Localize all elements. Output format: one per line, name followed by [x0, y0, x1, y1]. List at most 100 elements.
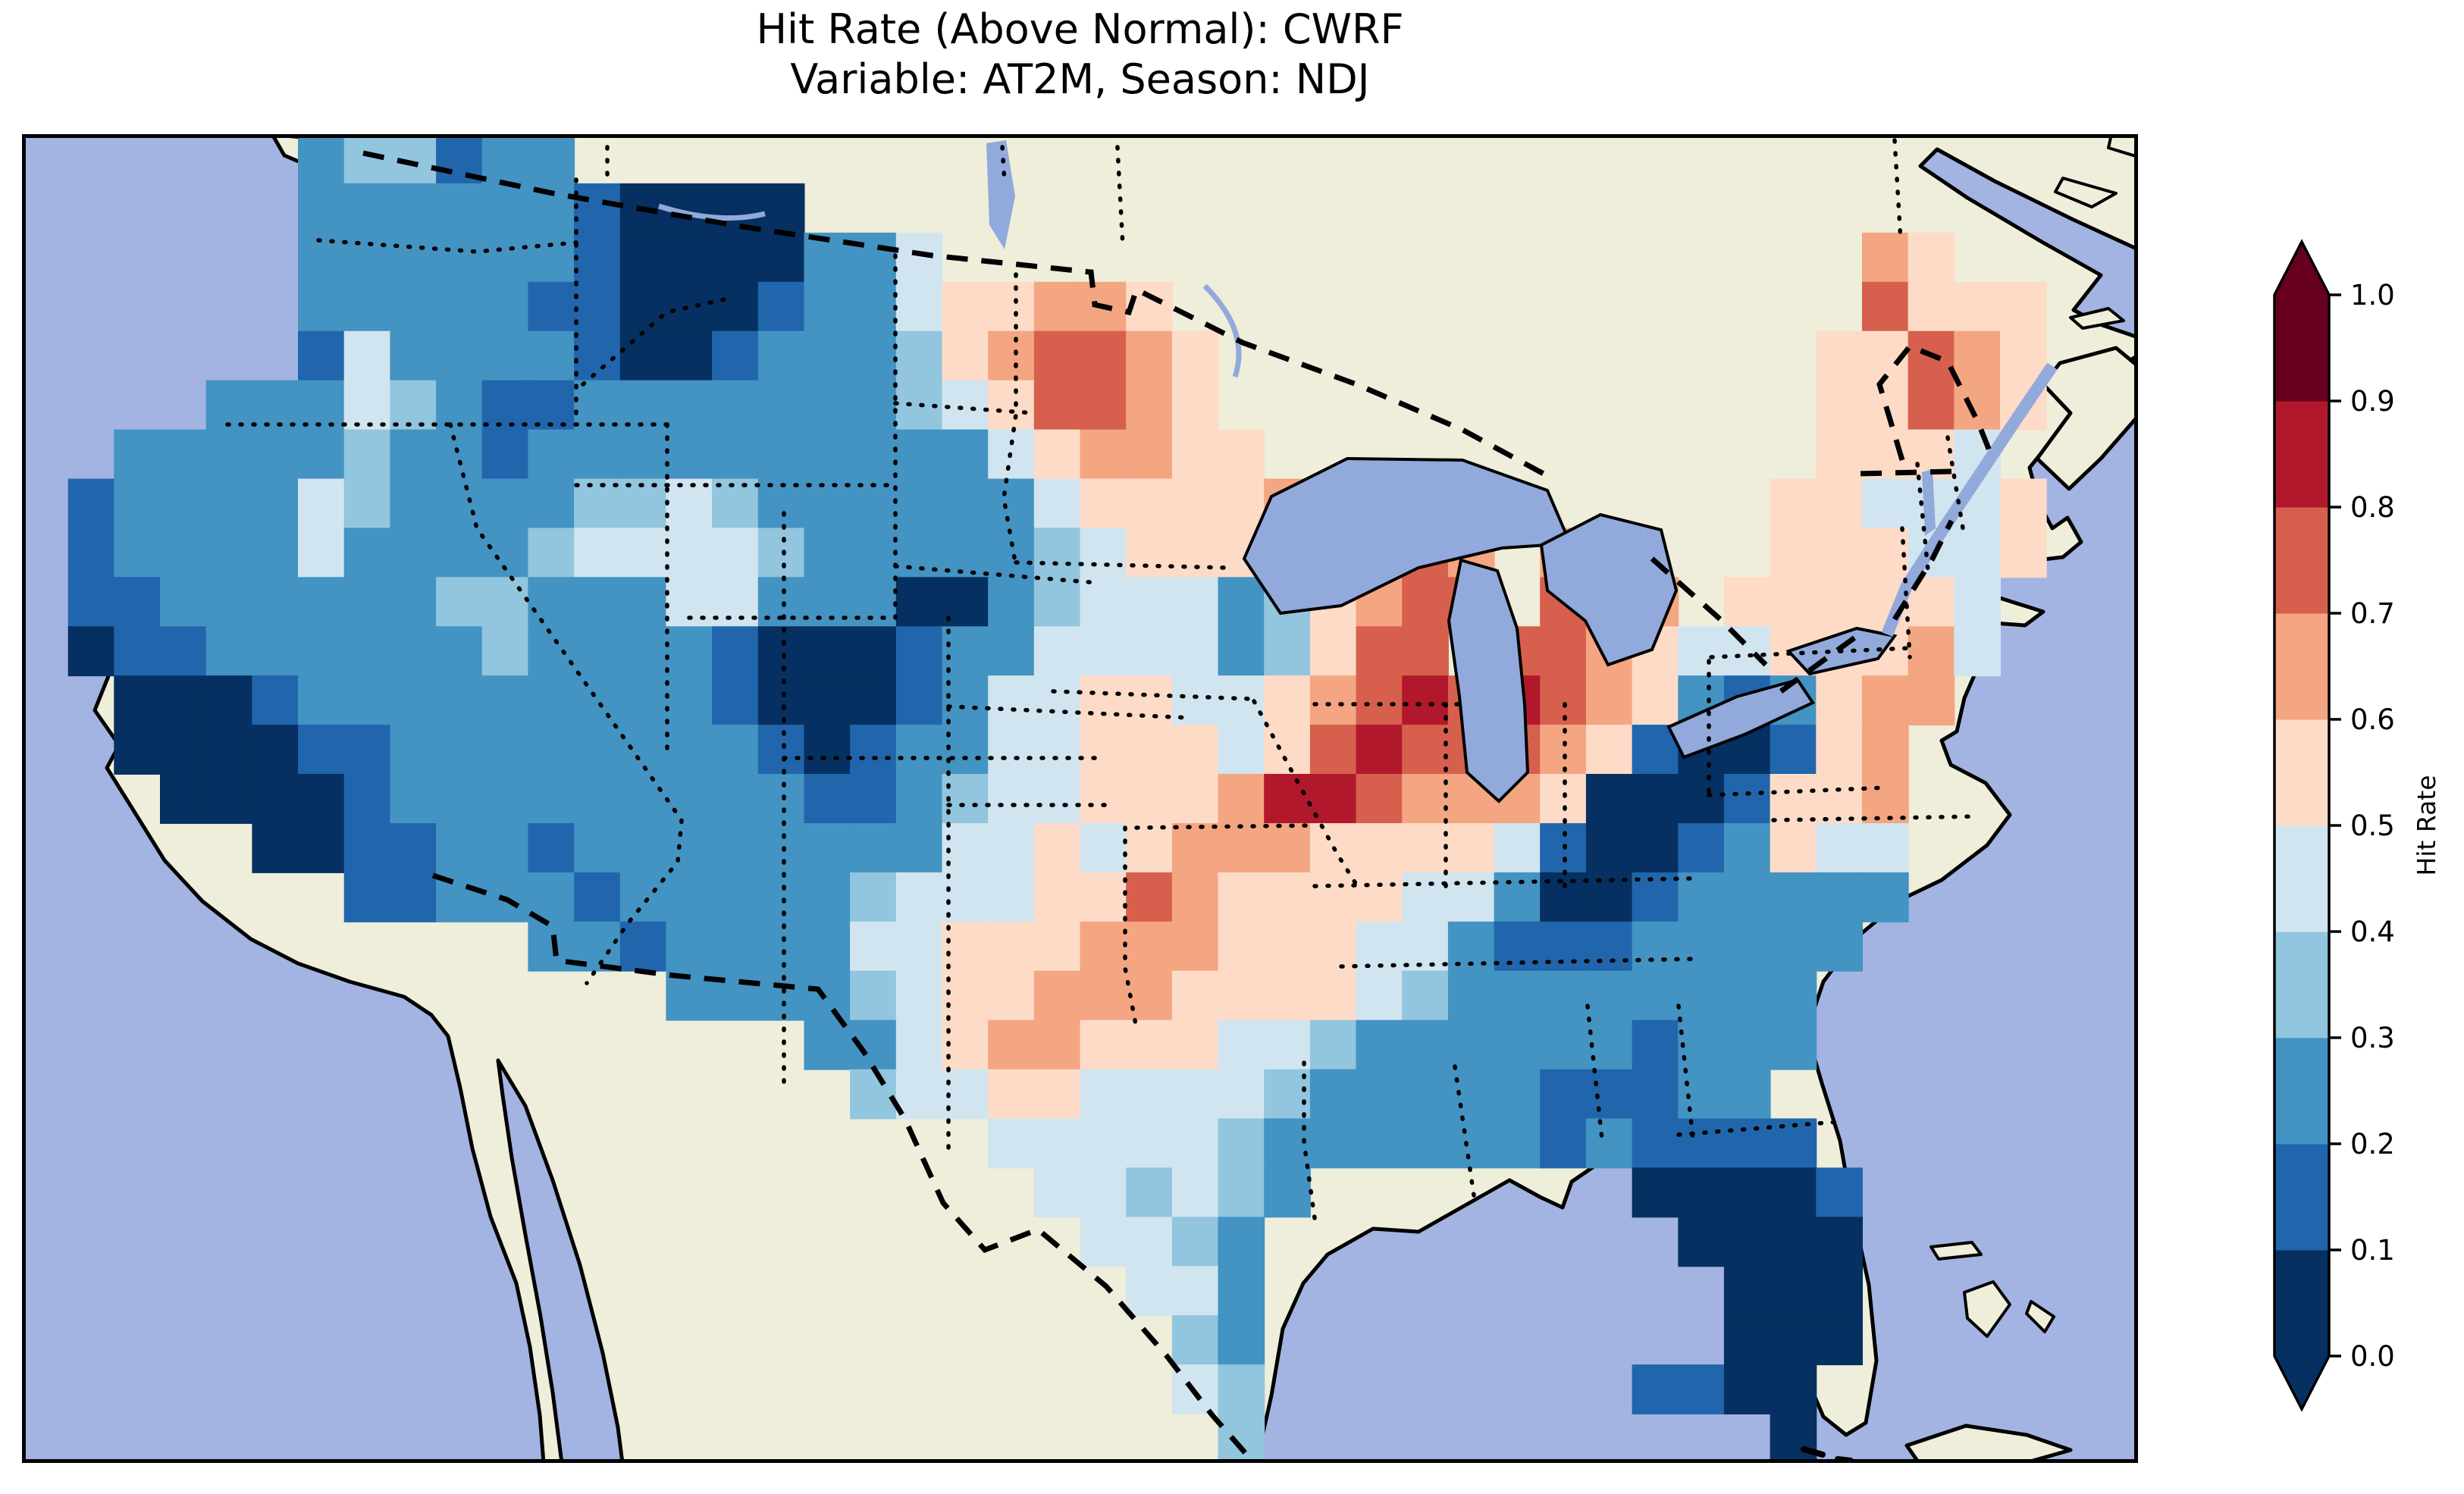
- map-frame: [22, 134, 2138, 1463]
- state-border: [1123, 825, 1139, 1031]
- hit-rate-cell: [528, 478, 575, 529]
- hit-rate-cell: [666, 774, 713, 824]
- hit-rate-cell: [1494, 1069, 1541, 1120]
- hit-rate-cell: [1080, 725, 1127, 775]
- hit-rate-cell: [1632, 1364, 1679, 1414]
- hit-rate-cell: [666, 921, 713, 972]
- hit-rate-cell: [205, 429, 253, 480]
- hit-rate-cell: [1770, 1167, 1817, 1218]
- state-border: [1002, 272, 1018, 568]
- hit-rate-cell: [205, 675, 253, 726]
- hit-rate-cell: [528, 725, 575, 775]
- hit-rate-cell: [1356, 823, 1403, 873]
- hit-rate-cell: [1908, 626, 1955, 677]
- hit-rate-cell: [1218, 872, 1265, 922]
- hit-rate-cell: [1954, 380, 2001, 431]
- hit-rate-cell: [1816, 872, 1863, 922]
- hit-rate-cell: [1770, 921, 1817, 972]
- hit-rate-cell: [343, 725, 391, 775]
- hit-rate-cell: [390, 725, 437, 775]
- hit-rate-cell: [895, 970, 943, 1021]
- hit-rate-cell: [436, 774, 483, 824]
- hit-rate-cell: [1908, 281, 1955, 332]
- hit-rate-cell: [1540, 1019, 1587, 1070]
- prince-edward-island: [2069, 307, 2125, 330]
- hit-rate-cell: [481, 183, 529, 233]
- hit-rate-cell: [160, 528, 207, 578]
- hit-rate-cell: [390, 528, 437, 578]
- hit-rate-cell: [1723, 970, 1771, 1021]
- hit-rate-cell: [1264, 823, 1311, 873]
- hit-rate-cell: [1126, 970, 1173, 1021]
- colorbar-tick-label: 0.9: [2350, 385, 2395, 418]
- grand-bahama: [1930, 1241, 1983, 1261]
- hit-rate-cell: [1770, 577, 1817, 628]
- colorbar-tick-label: 0.6: [2350, 703, 2395, 736]
- hit-rate-cell: [895, 232, 943, 283]
- hit-rate-cell: [1171, 1019, 1219, 1070]
- hit-rate-cell: [343, 774, 391, 824]
- hit-rate-cell: [114, 675, 161, 726]
- hit-rate-cell: [574, 478, 621, 529]
- hit-rate-cell: [298, 281, 345, 332]
- hit-rate-cell: [205, 725, 253, 775]
- hit-rate-cell: [1954, 330, 2001, 381]
- hit-rate-cell: [252, 626, 299, 677]
- hit-rate-cell: [1678, 1069, 1725, 1120]
- hit-rate-cell: [481, 330, 529, 381]
- hit-rate-cell: [757, 823, 805, 873]
- hit-rate-cell: [1218, 1266, 1265, 1317]
- hit-rate-cell: [1723, 1217, 1771, 1267]
- hit-rate-cell: [1218, 774, 1265, 824]
- hit-rate-cell: [988, 1019, 1035, 1070]
- hit-rate-cell: [1632, 1167, 1679, 1218]
- hit-rate-cell: [1954, 577, 2001, 628]
- hit-rate-cell: [1447, 1019, 1495, 1070]
- hit-rate-cell: [850, 281, 897, 332]
- hit-rate-cell: [1678, 872, 1725, 922]
- hit-rate-cell: [298, 675, 345, 726]
- hit-rate-cell: [1033, 823, 1081, 873]
- hit-rate-cell: [1402, 1118, 1449, 1169]
- hit-rate-cell: [1723, 823, 1771, 873]
- colorbar-tick-label: 1.0: [2350, 279, 2395, 312]
- hit-rate-cell: [666, 281, 713, 332]
- hit-rate-cell: [757, 774, 805, 824]
- hit-rate-cell: [1080, 921, 1127, 972]
- hit-rate-cell: [1033, 626, 1081, 677]
- hit-rate-cell: [1309, 872, 1357, 922]
- canada-river-2: [1202, 283, 1242, 378]
- hit-rate-cell: [1126, 1167, 1173, 1218]
- hit-rate-cell: [895, 429, 943, 480]
- state-border: [1945, 435, 1965, 531]
- hit-rate-cell: [666, 725, 713, 775]
- hit-rate-cell: [1171, 330, 1219, 381]
- hit-rate-cell: [619, 330, 667, 381]
- hit-rate-cell: [1033, 330, 1081, 381]
- hit-rate-cell: [1585, 1069, 1633, 1120]
- hit-rate-cell: [343, 429, 391, 480]
- hit-rate-cell: [712, 380, 759, 431]
- hit-rate-cell: [1264, 970, 1311, 1021]
- hit-rate-cell: [988, 823, 1035, 873]
- hit-rate-cell: [1264, 1167, 1311, 1218]
- hit-rate-cell: [1862, 823, 1909, 873]
- hit-rate-cell: [390, 380, 437, 431]
- hit-rate-cell: [1585, 921, 1633, 972]
- hit-rate-cell: [528, 134, 575, 184]
- hit-rate-cell: [436, 183, 483, 233]
- hit-rate-cell: [988, 675, 1035, 726]
- hit-rate-cell: [1080, 872, 1127, 922]
- hit-rate-cell: [804, 725, 851, 775]
- hit-rate-cell: [757, 921, 805, 972]
- hit-rate-cell: [1723, 1266, 1771, 1317]
- hit-rate-cell: [1816, 823, 1863, 873]
- hit-rate-cell: [1126, 1118, 1173, 1169]
- hit-rate-cell: [574, 183, 621, 233]
- hit-rate-cell: [574, 232, 621, 283]
- hit-rate-cell: [252, 577, 299, 628]
- hit-rate-cell: [850, 725, 897, 775]
- hit-rate-cell: [850, 330, 897, 381]
- hit-rate-cell: [1033, 281, 1081, 332]
- hit-rate-cell: [1033, 774, 1081, 824]
